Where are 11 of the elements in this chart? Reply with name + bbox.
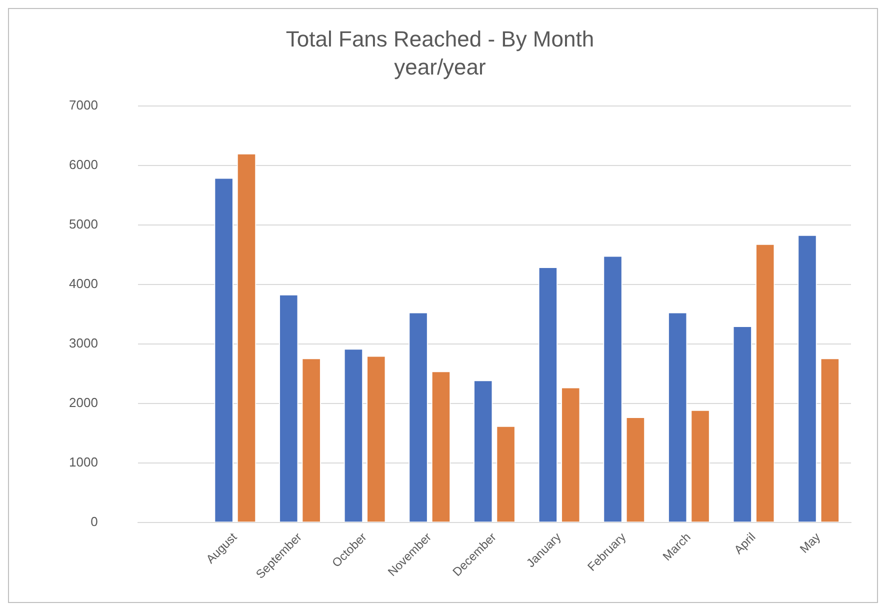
x-tick-label: May (797, 530, 824, 556)
chart-title: Total Fans Reached - By Month (286, 26, 594, 52)
y-tick-label: 7000 (69, 97, 98, 112)
y-tick-label: 4000 (69, 276, 98, 291)
y-tick-label: 0 (90, 514, 98, 529)
y-tick-label: 2000 (69, 394, 98, 410)
y-tick-label: 5000 (69, 216, 98, 232)
chart-subtitle: year/year (394, 54, 486, 80)
y-tick-label: 6000 (69, 156, 98, 172)
y-tick-label: 3000 (69, 335, 98, 350)
y-tick-label: 1000 (69, 454, 98, 470)
